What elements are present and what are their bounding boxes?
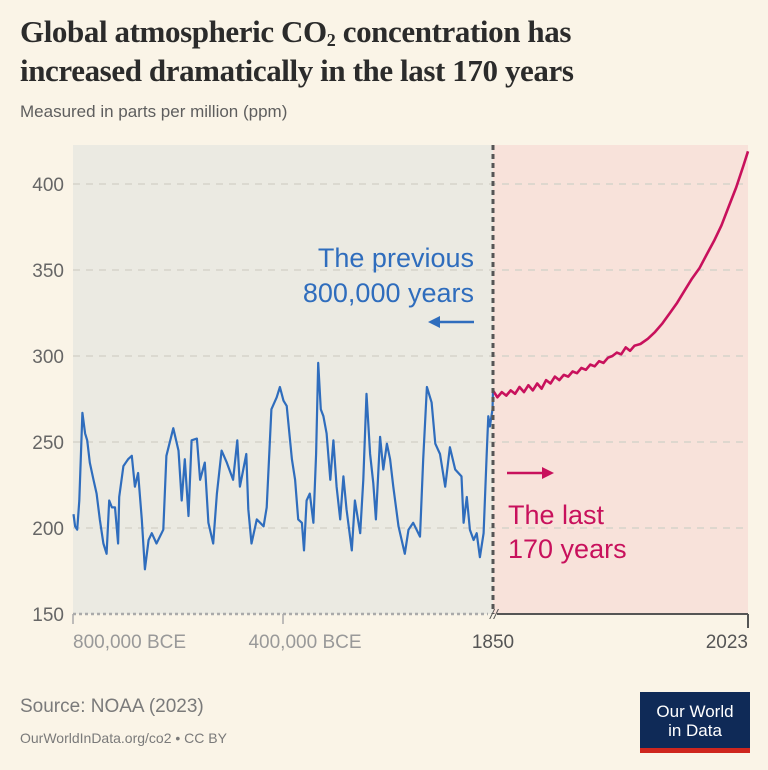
y-tick-label: 250 [32,433,64,454]
title-line2: increased dramatically in the last 170 y… [20,53,574,88]
owid-logo[interactable]: Our World in Data [640,692,750,753]
y-tick-label: 300 [32,347,64,368]
x-tick-label: 1850 [472,632,514,653]
recent-annotation: 170 years [508,534,627,564]
chart-subtitle: Measured in parts per million (ppm) [20,102,288,121]
y-tick-label: 350 [32,261,64,282]
past-annotation: 800,000 years [303,278,474,308]
source-text: Source: NOAA (2023) [20,696,204,717]
logo-line1: Our World [656,702,734,721]
logo-line2: in Data [668,721,722,740]
y-tick-label: 400 [32,175,64,196]
chart-title: Global atmospheric CO2 concentration has… [20,12,574,90]
arrow-right-icon [507,467,554,479]
axis-break: // [489,606,500,622]
recent-panel [493,145,748,614]
x-tick-label: 400,000 BCE [248,632,361,653]
past-panel [73,145,493,614]
arrow-left-icon [428,316,474,328]
x-tick-label: 2023 [706,632,748,653]
title-subscript: 2 [326,30,336,50]
x-tick-label: 800,000 BCE [73,632,186,653]
past-annotation: The previous [318,243,474,273]
source-url[interactable]: OurWorldInData.org/co2 • CC BY [20,730,227,746]
title-text-rest: concentration has [335,14,572,49]
y-tick-label: 200 [32,519,64,540]
title-text: Global atmospheric CO [20,14,327,49]
y-tick-label: 150 [32,605,64,626]
recent-series-line [491,150,750,399]
recent-annotation: The last [508,500,605,530]
past-series-line [72,361,495,571]
